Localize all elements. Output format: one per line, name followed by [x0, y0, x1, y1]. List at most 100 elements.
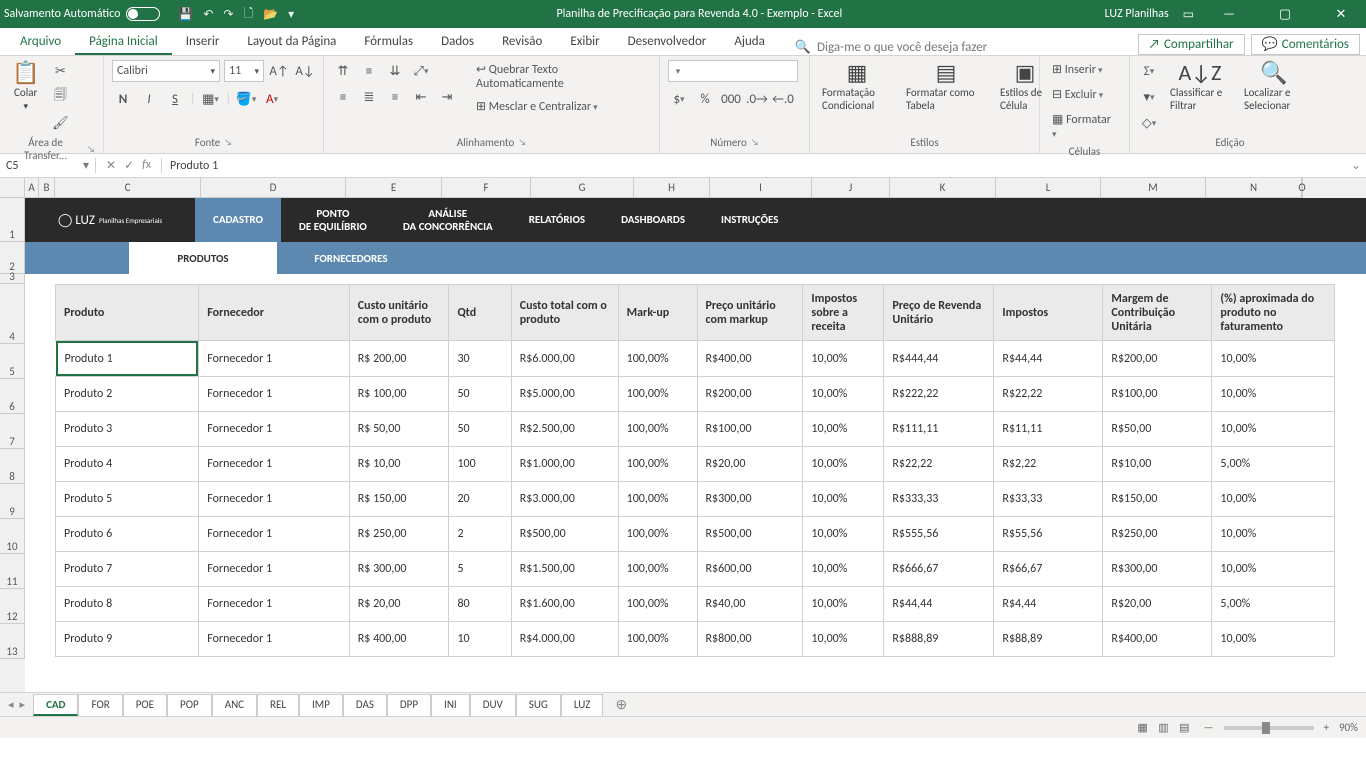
page-break-view-icon[interactable]: ▤ — [1175, 721, 1193, 734]
table-cell[interactable]: 10,00% — [803, 377, 884, 412]
minimize-button[interactable]: — — [1208, 7, 1250, 22]
table-header[interactable]: Produto — [56, 285, 199, 341]
undo-icon[interactable]: ↶ — [203, 7, 213, 22]
align-left-icon[interactable]: ≡ — [332, 86, 354, 108]
column-header[interactable]: E — [346, 178, 442, 198]
table-cell[interactable]: 100,00% — [618, 552, 697, 587]
redo-icon[interactable]: ↷ — [223, 7, 233, 22]
align-bottom-icon[interactable]: ⇊ — [384, 60, 406, 82]
qat-more-icon[interactable]: ▾ — [288, 7, 294, 22]
table-cell[interactable]: 80 — [449, 587, 511, 622]
accounting-format-icon[interactable]: $ — [668, 88, 690, 110]
table-cell[interactable]: R$6.000,00 — [511, 341, 618, 377]
italic-button[interactable]: I — [138, 88, 160, 110]
column-header[interactable]: F — [442, 178, 531, 198]
table-cell[interactable]: R$250,00 — [1103, 517, 1212, 552]
table-cell[interactable]: 10,00% — [803, 447, 884, 482]
table-cell[interactable]: 100,00% — [618, 377, 697, 412]
sheet-tab[interactable]: SUG — [516, 694, 561, 716]
table-cell[interactable]: R$33,33 — [994, 482, 1103, 517]
table-cell[interactable]: R$1.600,00 — [511, 587, 618, 622]
column-header[interactable]: O — [1302, 178, 1303, 198]
tell-me-search[interactable]: 🔍 Diga-me o que você deseja fazer — [779, 40, 1138, 55]
font-color-button[interactable]: A — [261, 88, 283, 110]
table-cell[interactable]: R$55,56 — [994, 517, 1103, 552]
table-header[interactable]: Impostos sobre a receita — [803, 285, 884, 341]
table-cell[interactable]: R$ 400,00 — [349, 622, 449, 657]
table-cell[interactable]: 50 — [449, 412, 511, 447]
table-cell[interactable]: 100,00% — [618, 412, 697, 447]
sheet-tab[interactable]: DPP — [387, 694, 431, 716]
table-cell[interactable]: Fornecedor 1 — [199, 517, 350, 552]
sheet-tab[interactable]: DUV — [470, 694, 516, 716]
table-cell[interactable]: Fornecedor 1 — [199, 622, 350, 657]
table-cell[interactable]: R$66,67 — [994, 552, 1103, 587]
row-header[interactable]: 6 — [0, 379, 25, 414]
table-cell[interactable]: R$300,00 — [1103, 552, 1212, 587]
decrease-font-icon[interactable]: A↓ — [294, 60, 316, 82]
sort-filter-button[interactable]: A↓ZClassificar e Filtrar — [1166, 60, 1234, 114]
table-cell[interactable]: R$11,11 — [994, 412, 1103, 447]
table-cell[interactable]: R$88,89 — [994, 622, 1103, 657]
table-cell[interactable]: 5,00% — [1212, 587, 1335, 622]
table-cell[interactable]: 10,00% — [803, 552, 884, 587]
table-cell[interactable]: 10,00% — [803, 517, 884, 552]
table-cell[interactable]: Produto 3 — [56, 412, 199, 447]
sheet-tab[interactable]: CAD — [33, 694, 78, 716]
font-size-select[interactable]: 11▾ — [224, 60, 264, 82]
column-header[interactable]: C — [55, 178, 201, 198]
table-cell[interactable]: R$500,00 — [511, 517, 618, 552]
table-cell[interactable]: 10,00% — [1212, 341, 1335, 377]
select-all-corner[interactable] — [0, 178, 25, 198]
alignment-dialog-icon[interactable]: ↘ — [518, 137, 526, 148]
table-cell[interactable]: Fornecedor 1 — [199, 482, 350, 517]
table-cell[interactable]: R$40,00 — [697, 587, 803, 622]
table-cell[interactable]: 100,00% — [618, 517, 697, 552]
menu-tab-ajuda[interactable]: Ajuda — [720, 30, 779, 55]
row-header[interactable]: 4 — [0, 284, 25, 344]
table-cell[interactable]: R$222,22 — [884, 377, 994, 412]
column-header[interactable]: J — [812, 178, 890, 198]
format-as-table-button[interactable]: ▤Formatar como Tabela — [902, 60, 990, 114]
column-header[interactable]: I — [710, 178, 812, 198]
table-cell[interactable]: 50 — [449, 377, 511, 412]
table-cell[interactable]: 10,00% — [1212, 482, 1335, 517]
table-cell[interactable]: Fornecedor 1 — [199, 377, 350, 412]
sheet-tab[interactable]: REL — [257, 694, 299, 716]
table-cell[interactable]: 10,00% — [803, 587, 884, 622]
table-cell[interactable]: Fornecedor 1 — [199, 447, 350, 482]
table-cell[interactable]: R$22,22 — [884, 447, 994, 482]
formula-input[interactable]: Produto 1 — [162, 159, 1346, 173]
table-cell[interactable]: R$3.000,00 — [511, 482, 618, 517]
nav-tab[interactable]: RELATÓRIOS — [511, 198, 603, 242]
table-cell[interactable]: 10,00% — [1212, 552, 1335, 587]
column-header[interactable]: B — [39, 178, 55, 198]
nav-tab[interactable]: CADASTRO — [195, 198, 281, 242]
table-cell[interactable]: 100,00% — [618, 341, 697, 377]
table-cell[interactable]: R$ 300,00 — [349, 552, 449, 587]
find-select-button[interactable]: 🔍Localizar e Selecionar — [1240, 60, 1308, 114]
sheet-tab[interactable]: ANC — [212, 694, 257, 716]
normal-view-icon[interactable]: ▦ — [1133, 721, 1151, 734]
sub-tab[interactable]: PRODUTOS — [129, 242, 277, 274]
fill-color-button[interactable]: 🪣 — [235, 88, 257, 110]
table-cell[interactable]: R$4.000,00 — [511, 622, 618, 657]
table-cell[interactable]: R$ 250,00 — [349, 517, 449, 552]
sheet-tab[interactable]: DAS — [343, 694, 387, 716]
table-cell[interactable]: R$22,22 — [994, 377, 1103, 412]
table-cell[interactable]: R$600,00 — [697, 552, 803, 587]
menu-tab-dados[interactable]: Dados — [427, 30, 488, 55]
nav-tab[interactable]: DASHBOARDS — [603, 198, 703, 242]
font-dialog-icon[interactable]: ↘ — [224, 137, 232, 148]
menu-tab-inserir[interactable]: Inserir — [172, 30, 234, 55]
fill-icon[interactable]: ▾ — [1138, 86, 1160, 108]
number-dialog-icon[interactable]: ↘ — [751, 137, 759, 148]
table-cell[interactable]: Produto 8 — [56, 587, 199, 622]
table-cell[interactable]: R$ 50,00 — [349, 412, 449, 447]
table-cell[interactable]: Produto 1 — [56, 341, 199, 376]
new-icon[interactable]: 🗋 — [243, 4, 253, 25]
nav-tab[interactable]: PONTODE EQUILÍBRIO — [281, 198, 385, 242]
table-cell[interactable]: R$50,00 — [1103, 412, 1212, 447]
column-header[interactable]: A — [25, 178, 39, 198]
table-cell[interactable]: 100,00% — [618, 587, 697, 622]
